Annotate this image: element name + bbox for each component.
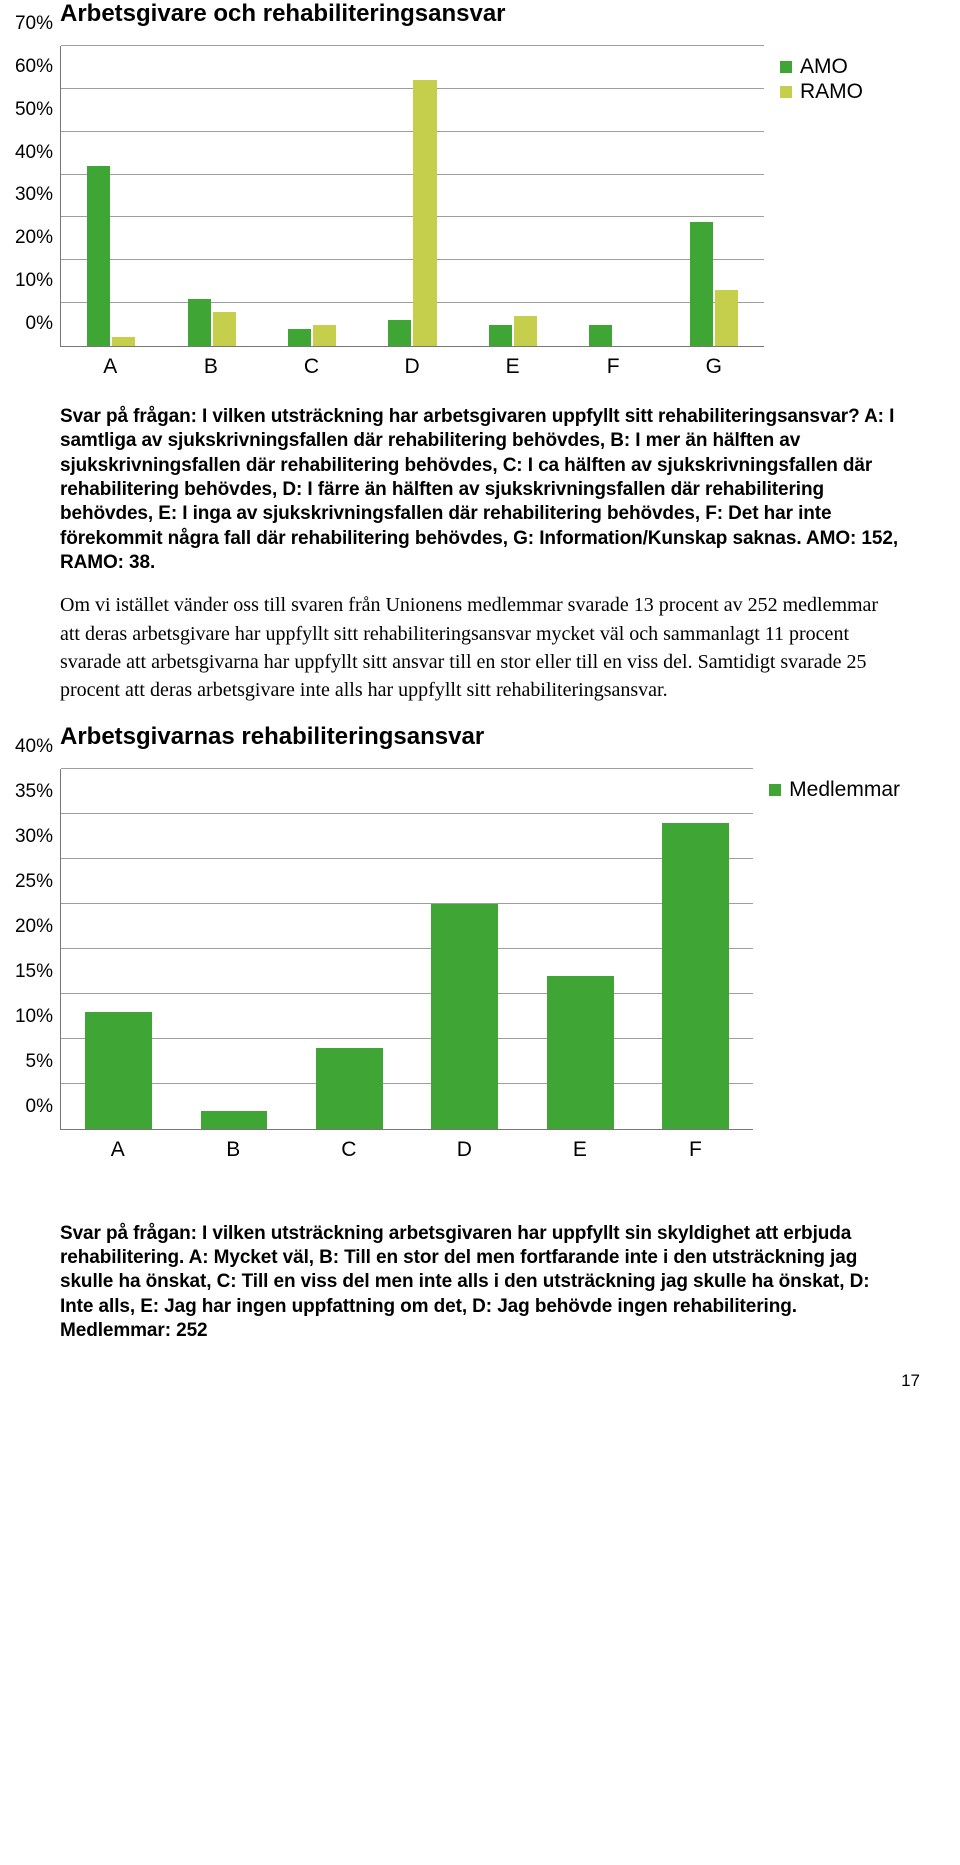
bar-group xyxy=(522,769,637,1129)
chart1: 0%10%20%30%40%50%60%70% ABCDEFG AMORAMO xyxy=(60,46,900,379)
xtick: F xyxy=(638,1138,754,1162)
ytick: 30% xyxy=(9,826,53,848)
ytick: 10% xyxy=(9,270,53,292)
ytick: 10% xyxy=(9,1006,53,1028)
bar-group xyxy=(176,769,291,1129)
chart2-legend: Medlemmar xyxy=(753,769,900,803)
page-number: 17 xyxy=(901,1371,920,1391)
bar xyxy=(112,337,135,346)
ytick: 5% xyxy=(9,1051,53,1073)
ytick: 40% xyxy=(9,736,53,758)
xtick: E xyxy=(522,1138,638,1162)
legend-label: RAMO xyxy=(800,80,863,104)
legend-swatch-icon xyxy=(769,784,781,796)
ytick: 50% xyxy=(9,99,53,121)
xtick: B xyxy=(161,355,262,379)
ytick: 30% xyxy=(9,184,53,206)
bar xyxy=(690,222,713,346)
xtick: E xyxy=(462,355,563,379)
xtick: D xyxy=(362,355,463,379)
chart2: 0%5%10%15%20%25%30%35%40% ABCDEF Medlemm… xyxy=(60,769,900,1162)
ytick: 70% xyxy=(9,13,53,35)
bar xyxy=(547,976,614,1129)
bar xyxy=(201,1111,268,1129)
bar-group xyxy=(563,46,663,346)
ytick: 35% xyxy=(9,781,53,803)
bar xyxy=(413,80,436,346)
legend-item: Medlemmar xyxy=(769,778,900,802)
chart2-title: Arbetsgivarnas rehabiliteringsansvar xyxy=(60,723,900,751)
xtick: C xyxy=(291,1138,407,1162)
chart1-caption: Svar på frågan: I vilken utsträckning ha… xyxy=(60,405,900,575)
ytick: 25% xyxy=(9,871,53,893)
ytick: 20% xyxy=(9,227,53,249)
bar xyxy=(288,329,311,346)
bar-group xyxy=(292,769,407,1129)
xtick: A xyxy=(60,1138,176,1162)
bar xyxy=(188,299,211,346)
body-paragraph-1: Om vi istället vänder oss till svaren fr… xyxy=(60,591,900,705)
bar xyxy=(316,1048,383,1129)
bar xyxy=(85,1012,152,1129)
bar-group xyxy=(463,46,563,346)
chart1-legend: AMORAMO xyxy=(764,46,900,105)
ytick: 40% xyxy=(9,142,53,164)
legend-item: RAMO xyxy=(780,80,900,104)
bar xyxy=(388,320,411,346)
legend-item: AMO xyxy=(780,55,900,79)
bar xyxy=(514,316,537,346)
xtick: G xyxy=(663,355,764,379)
bar-group xyxy=(638,769,753,1129)
bar xyxy=(313,325,336,346)
xtick: D xyxy=(407,1138,523,1162)
legend-swatch-icon xyxy=(780,61,792,73)
legend-label: AMO xyxy=(800,55,848,79)
xtick: A xyxy=(60,355,161,379)
ytick: 15% xyxy=(9,961,53,983)
ytick: 20% xyxy=(9,916,53,938)
bar-group xyxy=(362,46,462,346)
bar xyxy=(589,325,612,346)
chart1-plot: 0%10%20%30%40%50%60%70% xyxy=(60,46,764,347)
ytick: 0% xyxy=(9,313,53,335)
bar xyxy=(489,325,512,346)
bar-group xyxy=(664,46,764,346)
bar xyxy=(213,312,236,346)
bar xyxy=(431,904,498,1129)
bar-group xyxy=(407,769,522,1129)
ytick: 60% xyxy=(9,56,53,78)
xtick: B xyxy=(176,1138,292,1162)
legend-swatch-icon xyxy=(780,86,792,98)
bar-group xyxy=(61,769,176,1129)
bar xyxy=(87,166,110,346)
chart2-xaxis: ABCDEF xyxy=(60,1138,753,1162)
ytick: 0% xyxy=(9,1096,53,1118)
bar-group xyxy=(161,46,261,346)
xtick: F xyxy=(563,355,664,379)
chart1-title: Arbetsgivare och rehabiliteringsansvar xyxy=(60,0,900,28)
bar-group xyxy=(61,46,161,346)
bar-group xyxy=(262,46,362,346)
bar xyxy=(715,290,738,346)
xtick: C xyxy=(261,355,362,379)
bar xyxy=(662,823,729,1129)
chart2-caption: Svar på frågan: I vilken utsträckning ar… xyxy=(60,1222,900,1344)
legend-label: Medlemmar xyxy=(789,778,900,802)
chart2-plot: 0%5%10%15%20%25%30%35%40% xyxy=(60,769,753,1130)
chart1-xaxis: ABCDEFG xyxy=(60,355,764,379)
